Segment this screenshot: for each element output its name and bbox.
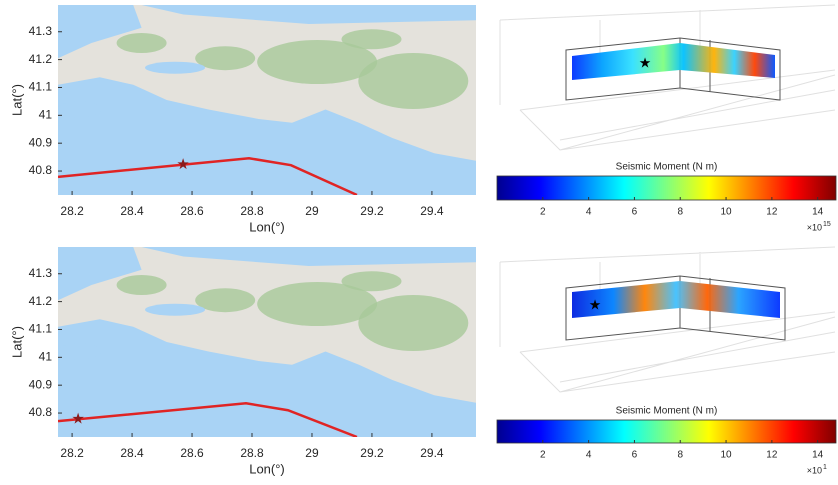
y-tick-label: 40.8 — [29, 163, 53, 177]
y-axis-label: Lat(°) — [9, 84, 24, 116]
x-tick-label: 28.4 — [120, 204, 144, 218]
exponent-base: ×10 — [807, 465, 822, 475]
x-axis-label: Lon(°) — [249, 461, 285, 476]
colorbar-tick-label: 2 — [540, 207, 546, 218]
colorbar — [497, 420, 836, 443]
y-tick-label: 41 — [39, 107, 53, 121]
y-axis-label: Lat(°) — [9, 326, 24, 358]
colorbar-tick-label: 4 — [586, 207, 592, 218]
lake — [57, 102, 101, 118]
x-tick-label: 28.2 — [60, 446, 84, 460]
colorbar-tick-label: 6 — [632, 207, 638, 218]
lake — [57, 344, 101, 360]
figure: ★ ★ ★ 28.2 28.4 28.6 28.8 29 29.2 29.4 40.8 40.9 4… — [0, 0, 838, 485]
svg-text:★: ★ — [589, 297, 602, 313]
fault-3d-panel: ★ — [500, 5, 835, 150]
colorbar-tick-label: 10 — [720, 207, 732, 218]
forest — [358, 53, 468, 109]
y-tick-label: 40.9 — [29, 377, 53, 391]
forest — [342, 271, 402, 291]
colorbar-label: Seismic Moment (N m) — [616, 162, 718, 173]
x-tick-label: 28.8 — [240, 204, 264, 218]
colorbar-tick-label: 10 — [720, 450, 732, 461]
colorbar-tick-label: 14 — [812, 207, 824, 218]
x-tick-label: 28.4 — [120, 446, 144, 460]
y-tick-label: 41.3 — [29, 24, 53, 38]
x-tick-label: 28.8 — [240, 446, 264, 460]
y-tick-label: 40.9 — [29, 135, 53, 149]
forest — [117, 33, 167, 53]
x-tick-label: 29 — [305, 204, 319, 218]
x-tick-label: 28.6 — [180, 204, 204, 218]
exponent-base: ×10 — [807, 222, 822, 232]
epicenter: ★ — [71, 411, 84, 428]
y-tick-label: 41.3 — [29, 266, 53, 280]
x-tick-label: 29.4 — [420, 446, 444, 460]
x-tick-label: 29.2 — [360, 446, 384, 460]
colorbar-tick-label: 14 — [812, 450, 824, 461]
colorbar-tick-label: 2 — [540, 450, 546, 461]
map-area: ★ — [57, 5, 476, 195]
y-tick-label: 41 — [39, 349, 53, 363]
exponent: 15 — [823, 221, 831, 228]
lake — [145, 304, 205, 316]
x-axis-label: Lon(°) — [249, 219, 285, 234]
colorbar-tick-label: 8 — [677, 207, 683, 218]
x-tick-label: 28.6 — [180, 446, 204, 460]
colorbar — [497, 176, 836, 200]
svg-text:★: ★ — [639, 55, 652, 71]
map-area: ★ — [57, 247, 476, 437]
forest — [342, 29, 402, 49]
fault-3d-panel: ★ — [500, 247, 835, 392]
y-tick-label: 41.1 — [29, 322, 53, 336]
y-tick-label: 41.1 — [29, 80, 53, 94]
y-tick-label: 41.2 — [29, 294, 53, 308]
colorbar-label: Seismic Moment (N m) — [616, 406, 718, 417]
colorbar-tick-label: 12 — [766, 450, 778, 461]
forest — [117, 275, 167, 295]
x-tick-label: 28.2 — [60, 204, 84, 218]
colorbar-tick-label: 4 — [586, 450, 592, 461]
x-tick-label: 29.4 — [420, 204, 444, 218]
exponent: 1 — [823, 464, 827, 471]
colorbar-tick-label: 6 — [632, 450, 638, 461]
forest — [358, 295, 468, 351]
colorbar-tick-label: 12 — [766, 207, 778, 218]
colorbar-tick-label: 8 — [677, 450, 683, 461]
epicenter: ★ — [176, 156, 189, 173]
lake — [145, 62, 205, 74]
y-tick-label: 40.8 — [29, 405, 53, 419]
x-tick-label: 29.2 — [360, 204, 384, 218]
x-tick-label: 29 — [305, 446, 319, 460]
y-tick-label: 41.2 — [29, 52, 53, 66]
